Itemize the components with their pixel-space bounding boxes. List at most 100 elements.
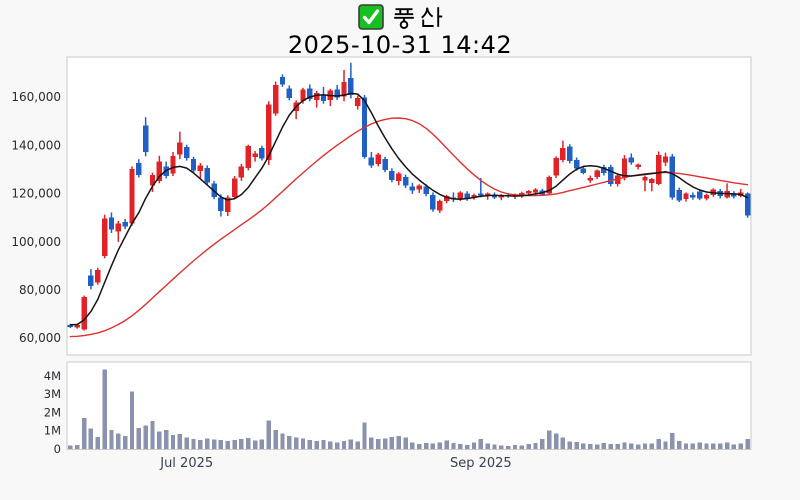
price-panel <box>66 56 752 356</box>
volume-bar <box>745 438 750 449</box>
candle-body <box>532 189 539 193</box>
volume-bar <box>594 444 600 449</box>
volume-bar <box>68 445 73 449</box>
volume-bar <box>184 437 189 449</box>
volume-bar <box>663 441 668 449</box>
candle-body <box>129 168 135 224</box>
volume-bar <box>150 421 155 449</box>
candle-body <box>177 142 183 155</box>
candle-body <box>697 191 703 199</box>
volume-bar <box>95 436 100 449</box>
volume-bar <box>293 437 299 449</box>
candle-body <box>642 176 648 181</box>
candle-body <box>478 193 484 196</box>
volume-bar <box>122 436 128 449</box>
candle-body <box>307 88 313 99</box>
volume-bar <box>697 442 702 449</box>
candle-body <box>300 89 306 101</box>
volume-bar <box>635 444 641 449</box>
candle-body <box>498 195 505 198</box>
volume-bar <box>376 438 381 449</box>
volume-bar <box>143 425 148 449</box>
volume-tick-label: 3M <box>44 387 61 401</box>
volume-bar <box>252 440 258 449</box>
volume-bar <box>88 428 94 449</box>
volume-bar <box>711 443 716 449</box>
candle-body <box>409 186 416 191</box>
candle-body <box>238 166 245 178</box>
volume-bar <box>526 444 531 449</box>
candle-body <box>382 159 388 170</box>
candle-body <box>731 193 737 197</box>
volume-bar <box>485 443 490 449</box>
candle-body <box>231 178 238 197</box>
candle-body <box>402 177 409 186</box>
candle-body <box>396 173 402 181</box>
volume-bar <box>581 443 586 449</box>
candle-body <box>526 191 532 194</box>
volume-bar <box>553 433 559 449</box>
candle-body <box>108 217 115 230</box>
chart-datetime: 2025-10-31 14:42 <box>287 31 513 59</box>
candle-body <box>553 157 559 176</box>
candle-body <box>690 194 696 198</box>
candle-body <box>334 89 340 98</box>
candle-body <box>170 155 176 174</box>
volume-bar <box>259 439 265 449</box>
candle-body <box>320 95 327 101</box>
volume-bar <box>369 437 374 449</box>
volume-bars <box>68 369 750 449</box>
volume-bar <box>430 443 436 449</box>
volume-bar <box>724 442 730 449</box>
stock-name <box>393 7 442 29</box>
candle-body <box>286 88 292 98</box>
volume-bar <box>198 439 203 449</box>
candle-body <box>348 78 354 96</box>
volume-bar <box>280 433 285 449</box>
volume-bar <box>533 443 538 449</box>
candle-body <box>560 147 566 160</box>
chart-header: 풍산 <box>0 0 800 58</box>
checked-checkbox-icon[interactable] <box>357 4 384 30</box>
candle-body <box>608 167 614 185</box>
volume-bar <box>492 444 497 449</box>
volume-bar <box>560 437 566 449</box>
volume-bar <box>157 431 162 449</box>
candle-body <box>669 156 676 198</box>
candle-body <box>101 218 108 256</box>
candle-body <box>635 164 641 168</box>
candle-body <box>587 177 593 181</box>
volume-bar <box>410 442 415 449</box>
candle-body <box>142 125 149 152</box>
volume-bar <box>75 444 80 449</box>
candle-body <box>313 93 320 100</box>
candle-body <box>430 194 436 210</box>
volume-bar <box>129 391 135 449</box>
volume-bar <box>718 443 723 449</box>
price-tick-label: 120,000 <box>11 187 61 201</box>
volume-bar <box>389 436 395 449</box>
stock-title-row: 풍산 <box>0 2 800 32</box>
volume-bar <box>649 443 655 449</box>
volume-bar <box>731 444 737 449</box>
candle-body <box>519 192 525 196</box>
volume-bar <box>512 444 518 449</box>
candle-body <box>225 197 231 213</box>
candle-body <box>197 165 204 172</box>
candle-body <box>621 158 628 178</box>
candle-body <box>683 193 689 200</box>
volume-bar <box>683 443 689 449</box>
candle-body <box>416 185 422 190</box>
candle-body <box>676 190 682 201</box>
volume-bar <box>437 442 442 449</box>
volume-bar <box>191 438 196 449</box>
candle-body <box>88 275 94 286</box>
volume-bar <box>403 437 408 449</box>
candle-body <box>190 159 197 171</box>
volume-bar <box>328 441 333 449</box>
candle-body <box>204 167 210 183</box>
candle-body <box>95 269 101 283</box>
volume-bar <box>225 440 230 449</box>
